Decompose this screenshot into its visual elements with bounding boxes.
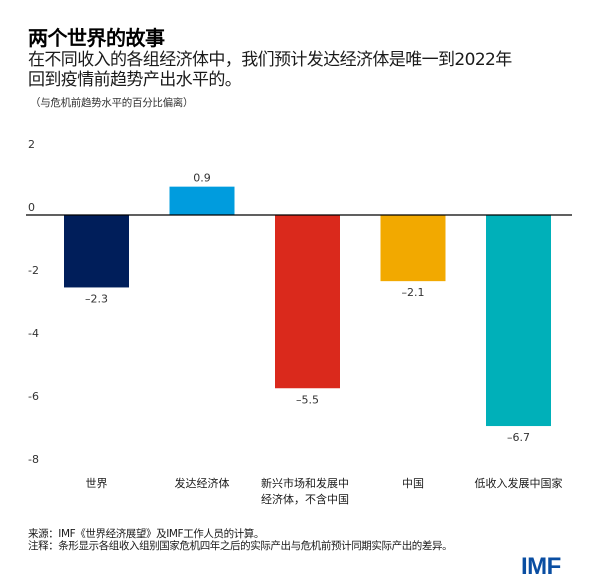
value-label: –6.7 bbox=[507, 431, 530, 444]
footer-notes: 来源：IMF《世界经济展望》及IMF工作人员的计算。 注释：条形显示各组收入组别… bbox=[28, 528, 453, 552]
chart-title: 两个世界的故事 bbox=[28, 26, 165, 50]
x-tick-label: 发达经济体 bbox=[175, 476, 230, 490]
y-tick-label: 0 bbox=[28, 201, 35, 214]
chart-subtitle: 在不同收入的各组经济体中，我们预计发达经济体是唯一到2022年 回到疫情前趋势产… bbox=[28, 50, 588, 90]
value-label: 0.9 bbox=[193, 172, 211, 185]
bar bbox=[380, 215, 446, 282]
bar bbox=[486, 215, 551, 427]
y-tick-label: 2 bbox=[28, 138, 35, 151]
y-tick-label: -2 bbox=[28, 264, 39, 277]
value-labels: –2.3 0.9 –5.5 –2.1 –6.7 bbox=[85, 172, 530, 444]
imf-logo: IMF bbox=[521, 553, 561, 580]
x-tick-label: 新兴市场和发展中 bbox=[261, 476, 349, 490]
note-text: 注释：条形显示各组收入组别国家危机四年之后的实际产出与危机前预计同期实际产出的差… bbox=[28, 540, 453, 552]
bar bbox=[275, 215, 340, 389]
value-label: –2.1 bbox=[402, 286, 425, 299]
value-label: –5.5 bbox=[296, 393, 319, 406]
x-tick-label: 世界 bbox=[86, 477, 108, 490]
bars bbox=[64, 186, 551, 427]
subtitle-line: 在不同收入的各组经济体中，我们预计发达经济体是唯一到2022年 bbox=[28, 50, 512, 70]
subtitle-line: 回到疫情前趋势产出水平的。 bbox=[28, 70, 242, 90]
y-tick-label: -6 bbox=[28, 390, 39, 403]
y-axis: 2 0 -2 -4 -6 -8 bbox=[28, 138, 39, 466]
x-tick-label: 中国 bbox=[402, 477, 424, 490]
bar bbox=[169, 186, 235, 215]
source-note: 来源：IMF《世界经济展望》及IMF工作人员的计算。 bbox=[28, 528, 264, 540]
y-tick-label: -4 bbox=[28, 327, 39, 340]
units-label: （与危机前趋势水平的百分比偏离） bbox=[30, 97, 194, 109]
y-tick-label: -8 bbox=[28, 453, 39, 466]
x-tick-label: 经济体，不含中国 bbox=[261, 492, 349, 506]
x-tick-label: 低收入发展中国家 bbox=[475, 476, 563, 490]
value-label: –2.3 bbox=[85, 292, 108, 305]
bar bbox=[64, 215, 129, 288]
